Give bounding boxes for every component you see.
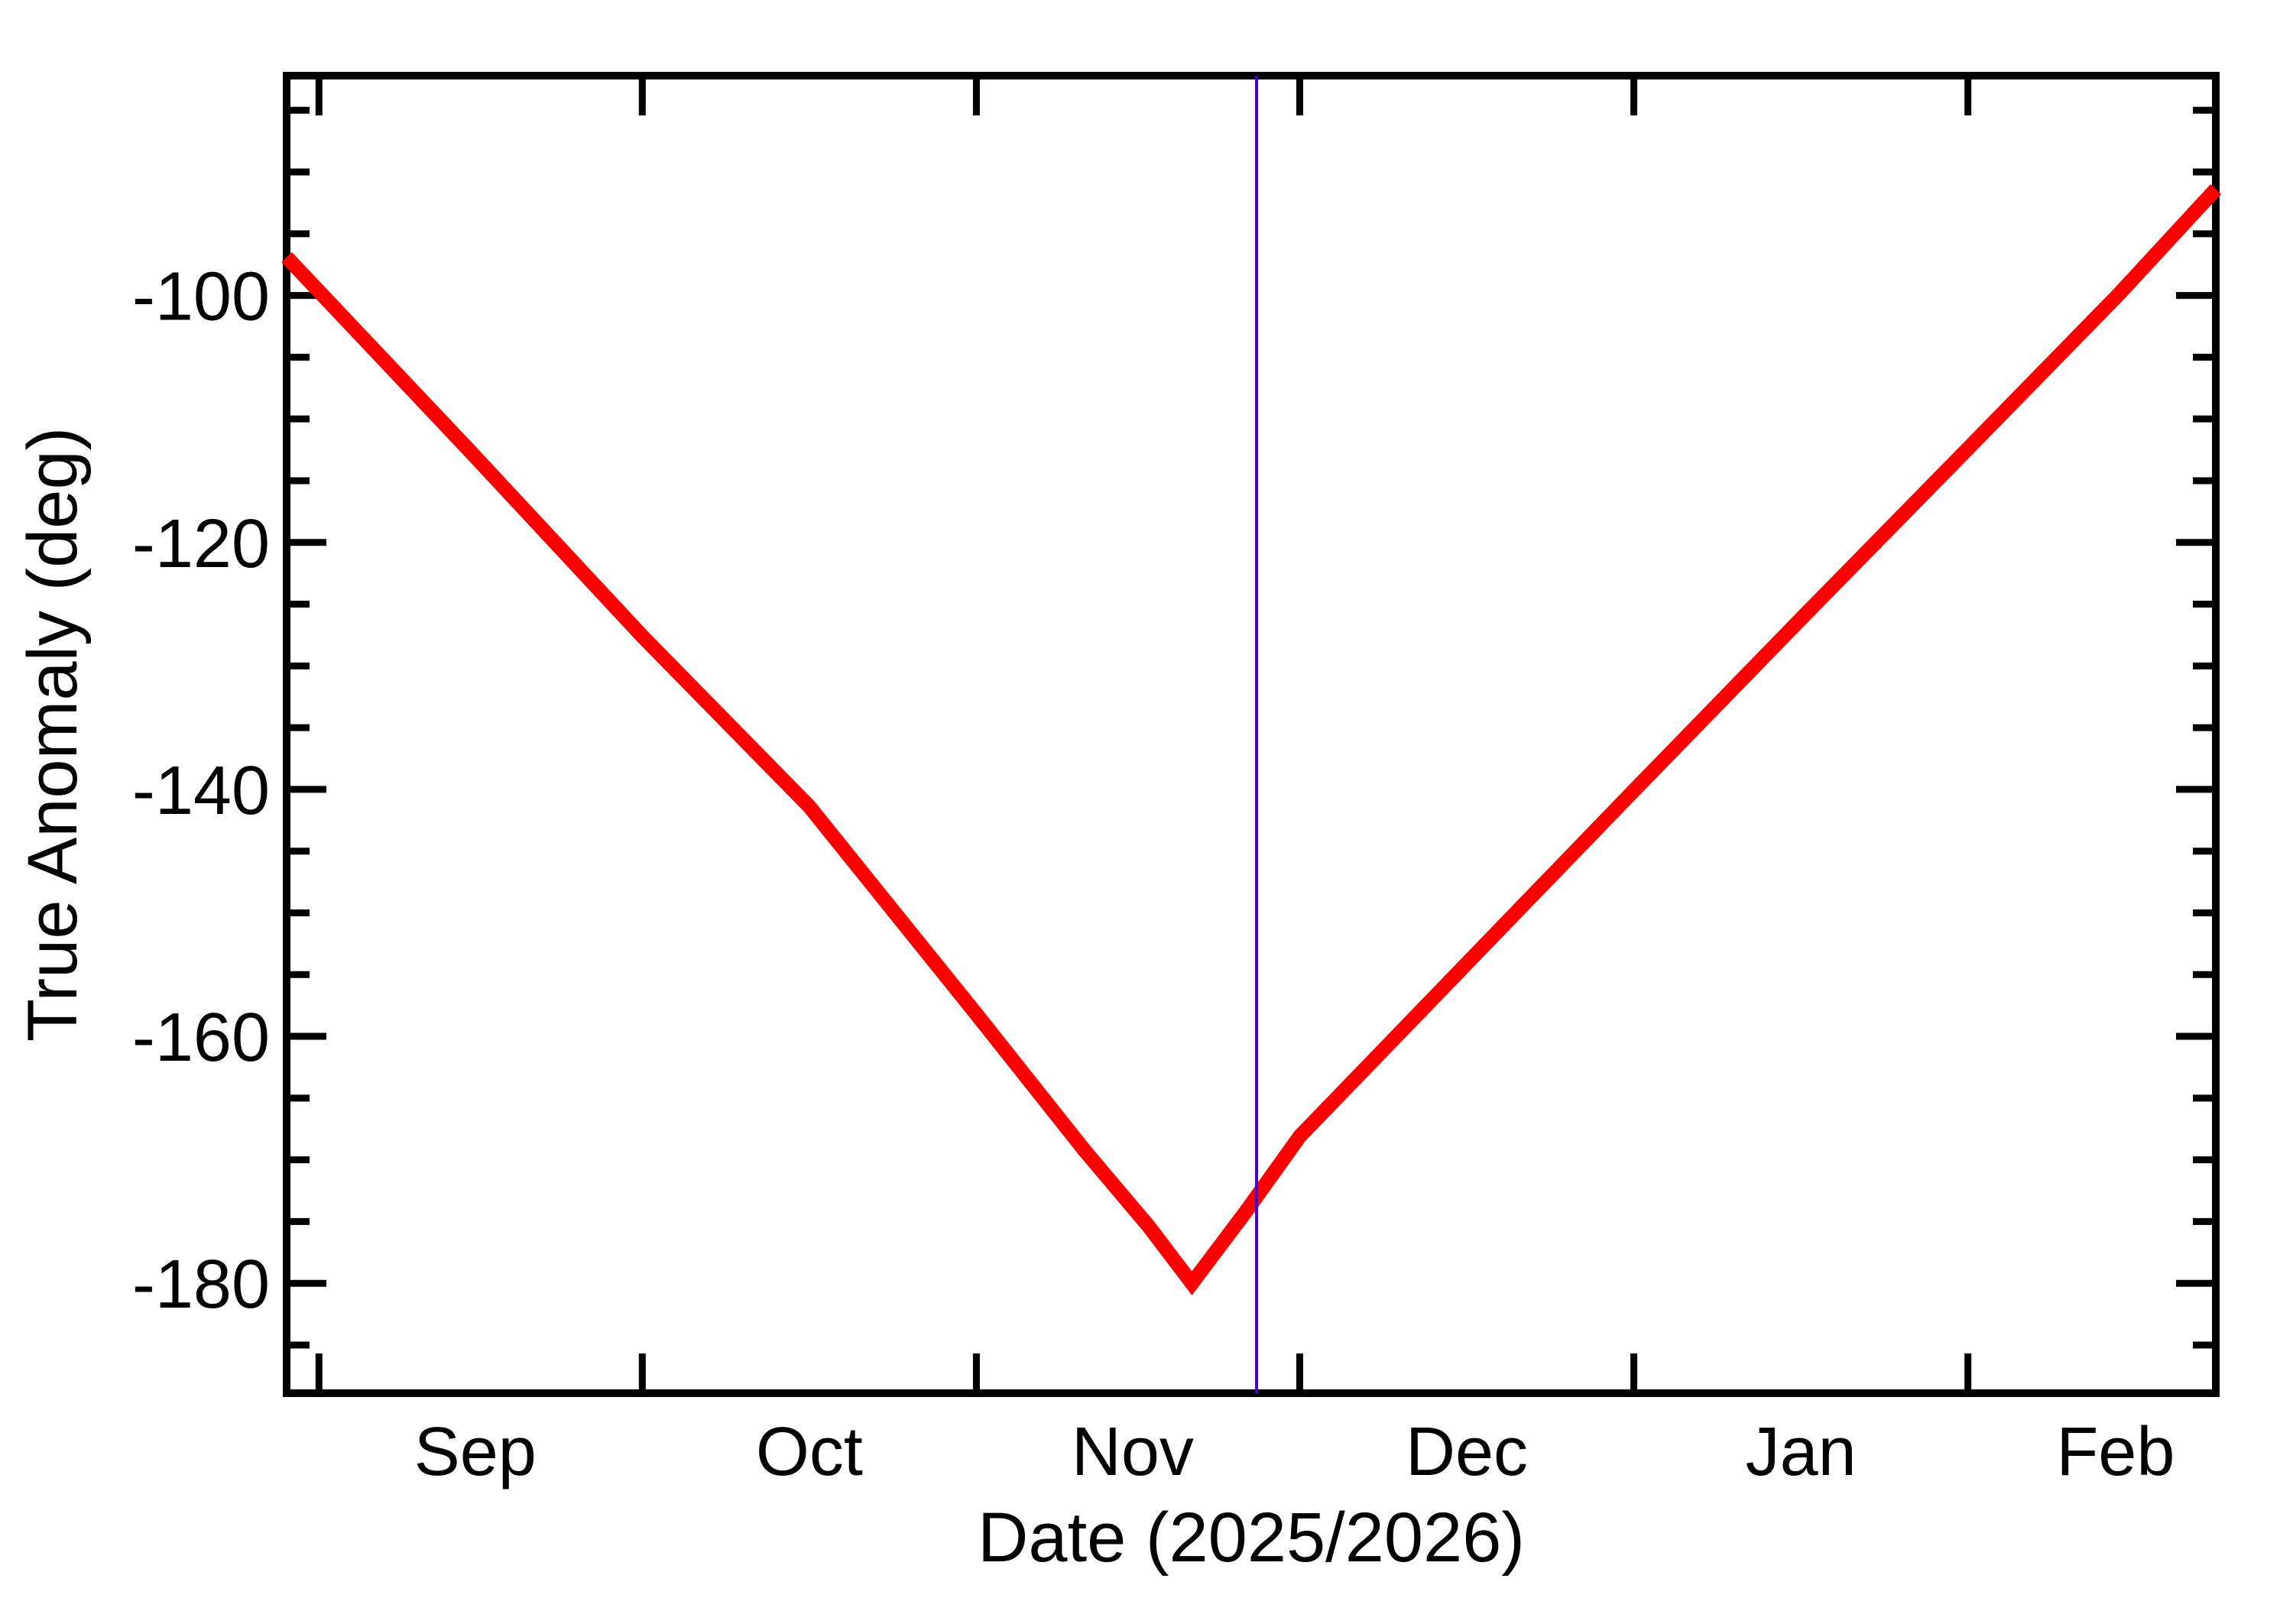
x-axis-tick-label: Feb <box>2056 1414 2175 1490</box>
x-axis-tick-label: Dec <box>1406 1414 1528 1490</box>
y-axis-title: True Anomaly (deg) <box>14 427 92 1042</box>
x-axis-tick-label: Oct <box>756 1414 863 1490</box>
y-axis-tick-label: -120 <box>132 506 270 582</box>
x-axis-tick-label: Sep <box>414 1414 537 1490</box>
plot-area: Sep Oct Nov Dec Jan Feb -100 -120 -140 -160 -180 <box>132 72 2221 1490</box>
true-anomaly-curve <box>281 184 2221 1295</box>
y-axis-tick-label: -160 <box>132 1000 270 1076</box>
y-axis-tick-label: -180 <box>132 1246 270 1323</box>
y-axis-tick-label: -140 <box>132 753 270 829</box>
y-axis-tick-label: -100 <box>132 259 270 335</box>
plot-frame <box>283 72 2220 1397</box>
x-axis-tick-label: Nov <box>1072 1414 1194 1490</box>
x-axis-tick-label: Jan <box>1746 1414 1857 1490</box>
x-axis-title: Date (2025/2026) <box>978 1499 1525 1577</box>
